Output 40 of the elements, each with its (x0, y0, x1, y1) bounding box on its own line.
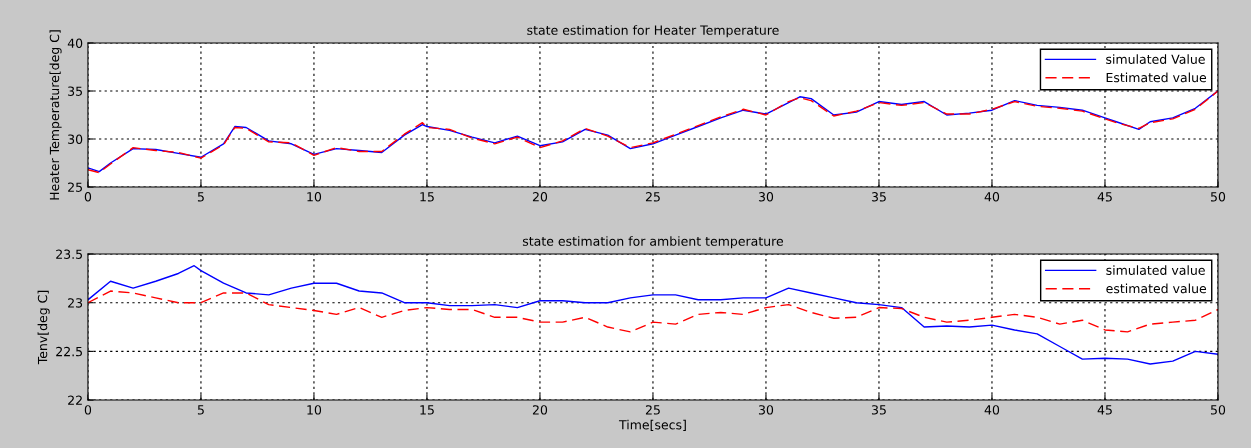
x-tick-label: 50 (1210, 405, 1226, 415)
y-tick-label: 22.5 (56, 346, 82, 357)
y-tick-label: 23.5 (56, 249, 82, 259)
legend-label: simulated value (1106, 265, 1205, 275)
legend-label: simulated Value (1106, 54, 1205, 64)
x-tick-label: 10 (307, 192, 322, 202)
x-tick-label: 30 (758, 192, 774, 202)
x-tick-label: 20 (532, 405, 548, 415)
x-tick-label: 45 (1097, 192, 1112, 202)
chart-title: state estimation for ambient temperature (522, 236, 784, 249)
y-tick-label: 23 (68, 298, 83, 308)
y-tick-label: 40 (67, 38, 83, 48)
y-tick-label: 35 (68, 86, 82, 96)
legend-label: Estimated value (1106, 72, 1207, 83)
x-tick-label: 35 (871, 405, 886, 415)
x-tick-label: 0 (84, 405, 92, 415)
y-tick-label: 30 (68, 134, 83, 144)
x-tick-label: 35 (871, 192, 886, 202)
x-tick-label: 50 (1210, 192, 1226, 202)
x-tick-label: 30 (758, 405, 774, 415)
x-tick-label: 20 (532, 192, 548, 202)
y-tick-label: 22 (68, 395, 82, 405)
line-series (87, 265, 1218, 365)
x-tick-label: 15 (420, 405, 434, 415)
x-tick-label: 25 (645, 192, 660, 202)
x-tick-label: 25 (645, 405, 660, 415)
y-axis-title: Tenv[deg C] (37, 290, 50, 365)
x-tick-label: 40 (984, 405, 1000, 415)
x-axis-title: Time[secs] (618, 419, 686, 431)
x-tick-label: 0 (84, 192, 92, 202)
x-tick-label: 10 (307, 405, 322, 415)
legend-label: estimated value (1106, 283, 1207, 294)
chart-title: state estimation for Heater Temperature (527, 25, 779, 38)
y-axis-title: Heater Temperature[deg C] (49, 30, 62, 200)
x-tick-label: 40 (984, 192, 1000, 202)
x-tick-label: 5 (197, 405, 204, 415)
y-tick-label: 25 (68, 182, 82, 192)
x-tick-label: 5 (197, 192, 204, 202)
x-tick-label: 15 (420, 192, 434, 202)
x-tick-label: 45 (1097, 405, 1112, 415)
